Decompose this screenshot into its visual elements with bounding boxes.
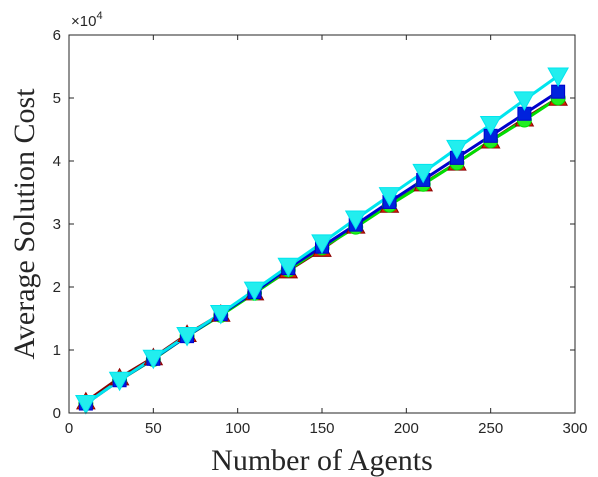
tick-labels: 0 50 100 150 200 250 300 0 1 2 3 4 5 6 <box>53 27 588 437</box>
data-point <box>412 163 435 184</box>
x-tick-label: 250 <box>478 420 503 437</box>
data-point <box>176 327 198 347</box>
x-axis-title: Number of Agents <box>211 444 433 477</box>
x-tick-label: 300 <box>562 420 587 437</box>
data-point <box>311 234 333 254</box>
data-point <box>513 91 536 111</box>
data-point <box>142 349 165 370</box>
x-tick-label: 50 <box>145 420 162 437</box>
y-tick-label: 5 <box>53 90 61 107</box>
y-tick-label: 3 <box>53 216 61 233</box>
y-axis-exponent: ×104 <box>71 10 103 30</box>
data-point <box>378 187 401 207</box>
data-point <box>344 210 367 230</box>
data-point <box>243 281 266 302</box>
x-tick-label: 150 <box>309 420 334 437</box>
y-exponent-power: 4 <box>96 10 102 22</box>
data-point <box>479 115 502 136</box>
y-tick-label: 6 <box>53 27 61 44</box>
x-tick-label: 200 <box>394 420 419 437</box>
y-axis-title: Average Solution Cost <box>8 88 41 360</box>
ticks <box>68 34 576 414</box>
axes-box <box>68 34 576 414</box>
y-tick-label: 1 <box>53 342 61 359</box>
y-tick-label: 4 <box>53 153 61 170</box>
data-point <box>108 371 131 392</box>
y-tick-label: 2 <box>53 279 61 296</box>
data-point <box>551 84 566 99</box>
data-point <box>277 257 300 278</box>
x-tick-label: 0 <box>65 420 73 437</box>
x-tick-label: 100 <box>225 420 250 437</box>
data-point <box>547 67 569 87</box>
y-exponent-base: ×10 <box>71 13 96 30</box>
data-point <box>209 304 232 325</box>
data-point <box>75 395 97 415</box>
y-tick-label: 0 <box>53 405 61 422</box>
data-point <box>446 139 468 160</box>
plot-markers <box>75 67 569 415</box>
